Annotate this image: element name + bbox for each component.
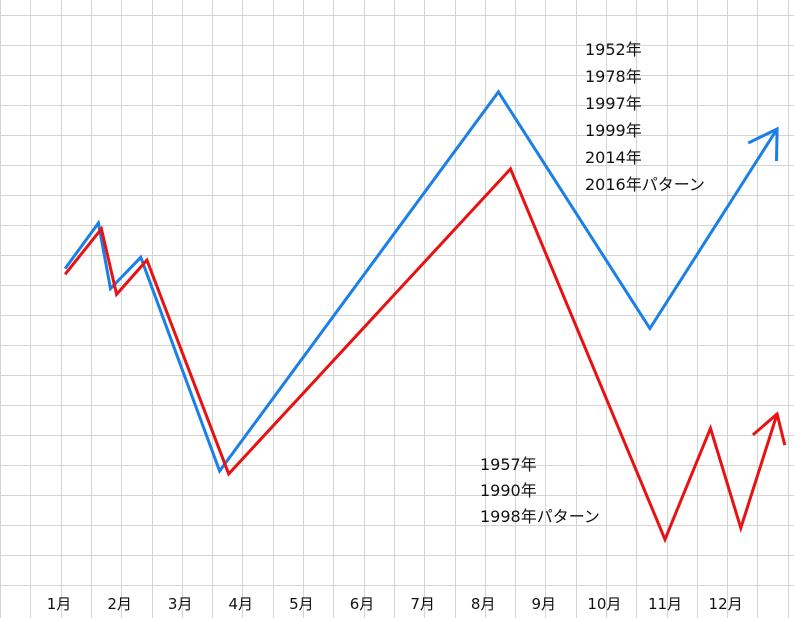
annotation-line: 1952年 xyxy=(585,40,642,59)
series-line-1 xyxy=(63,89,779,475)
series-arrowhead-2 xyxy=(751,411,787,446)
x-tick-label: 10月 xyxy=(587,595,621,613)
x-tick-label: 1月 xyxy=(47,595,72,613)
x-tick-label: 2月 xyxy=(107,595,132,613)
series-layer xyxy=(63,89,787,544)
x-tick-label: 6月 xyxy=(350,595,375,613)
pattern-annotations: 1952年1978年1997年1999年2014年2016年パターン1957年1… xyxy=(480,40,705,526)
x-tick-label: 4月 xyxy=(229,595,254,613)
horizontal-gridlines xyxy=(0,15,794,586)
x-tick-label: 3月 xyxy=(168,595,193,613)
x-axis-tick-labels: 1月 2月 3月 4月 5月 6月 7月 8月 9月 10月 11月 12月 xyxy=(47,595,743,613)
x-tick-label: 11月 xyxy=(648,595,682,613)
x-tick-label: 12月 xyxy=(709,595,743,613)
annotation-line: 2014年 xyxy=(585,148,642,167)
series-arrowhead-1 xyxy=(747,126,779,162)
annotation-line: 1997年 xyxy=(585,94,642,113)
annotation-line: 1999年 xyxy=(585,121,642,140)
annotation-line: 1990年 xyxy=(480,481,537,500)
x-tick-label: 9月 xyxy=(532,595,557,613)
annotation-line: 1998年パターン xyxy=(480,507,600,526)
annotation-line: 1957年 xyxy=(480,455,537,474)
x-tick-label: 5月 xyxy=(289,595,314,613)
annotation-series-1: 1952年 1978年 1997年 1999年 2014年 2016年パターン xyxy=(585,40,705,194)
series-line-2 xyxy=(63,166,779,544)
x-tick-label: 7月 xyxy=(410,595,435,613)
x-tick-label: 8月 xyxy=(471,595,496,613)
annotation-series-2: 1957年 1990年 1998年パターン xyxy=(480,455,600,526)
annotation-line: 1978年 xyxy=(585,67,642,86)
annotation-line: 2016年パターン xyxy=(585,175,705,194)
